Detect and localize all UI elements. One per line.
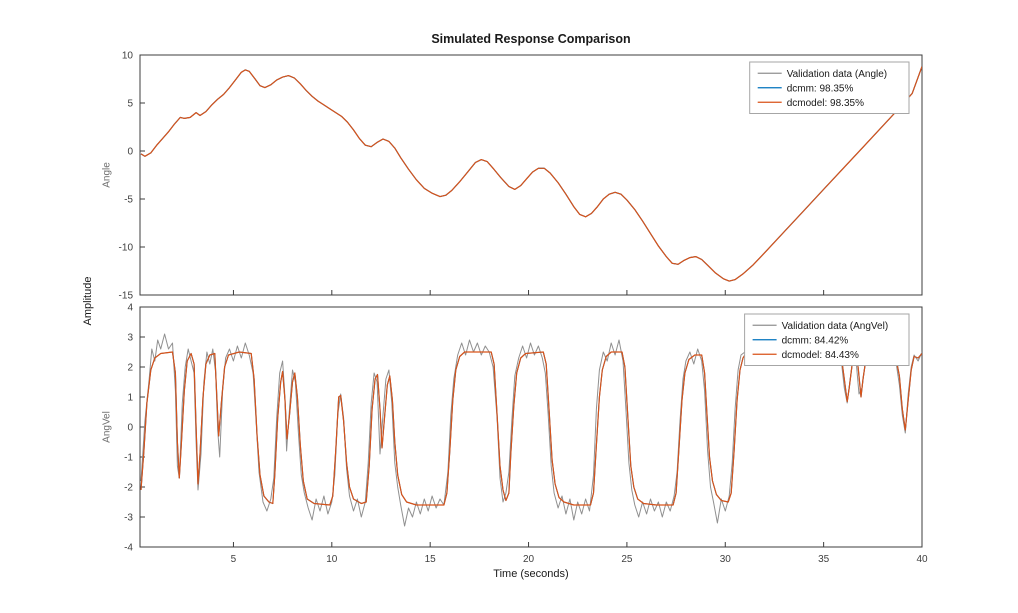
y-tick-label: -3: [124, 513, 133, 524]
y-tick-label: -5: [124, 195, 133, 206]
angvel-ylabel: AngVel: [101, 411, 113, 443]
plot-angle: 10 5 0 -5 -10 -15 Validation data (Angle) dcmm:…: [119, 51, 923, 302]
y-tick-label: -10: [119, 243, 134, 254]
y-tick-label: 10: [122, 51, 134, 62]
legend-label: dcmm: 98.35%: [787, 83, 854, 94]
angle-ylabel: Angle: [101, 162, 113, 188]
x-tick-label: 25: [621, 554, 633, 565]
legend-label: dcmodel: 84.43%: [782, 350, 859, 361]
x-tick-label: 40: [916, 554, 928, 565]
y-tick-label: 5: [127, 99, 133, 110]
x-tick-label: 35: [818, 554, 830, 565]
y-tick-label: 2: [127, 363, 133, 374]
legend-label: Validation data (Angle): [787, 69, 887, 80]
legend-label: Validation data (AngVel): [782, 321, 889, 332]
y-tick-label: 0: [127, 147, 133, 158]
y-tick-label: 0: [127, 423, 133, 434]
y-tick-label: 1: [127, 393, 133, 404]
legend-label: dcmm: 84.42%: [782, 335, 849, 346]
series-dcmodel-angvel: [140, 351, 747, 506]
x-tick-label: 15: [425, 554, 437, 565]
y-tick-label: -15: [119, 291, 134, 302]
xlabel: Time (seconds): [493, 568, 569, 580]
series-dcmodel-angle: [140, 66, 922, 282]
x-tick-label: 20: [523, 554, 535, 565]
x-tick-label: 10: [326, 554, 338, 565]
y-tick-label: -2: [124, 483, 133, 494]
y-tick-label: -1: [124, 453, 133, 464]
x-tick-label: 5: [231, 554, 237, 565]
y-tick-label: -4: [124, 543, 133, 554]
shared-ylabel: Amplitude: [82, 276, 94, 326]
figure-title: Simulated Response Comparison: [431, 32, 631, 46]
legend-label: dcmodel: 98.35%: [787, 98, 864, 109]
y-tick-label: 3: [127, 333, 133, 344]
x-tick-label: 30: [720, 554, 732, 565]
y-tick-label: 4: [127, 303, 133, 314]
